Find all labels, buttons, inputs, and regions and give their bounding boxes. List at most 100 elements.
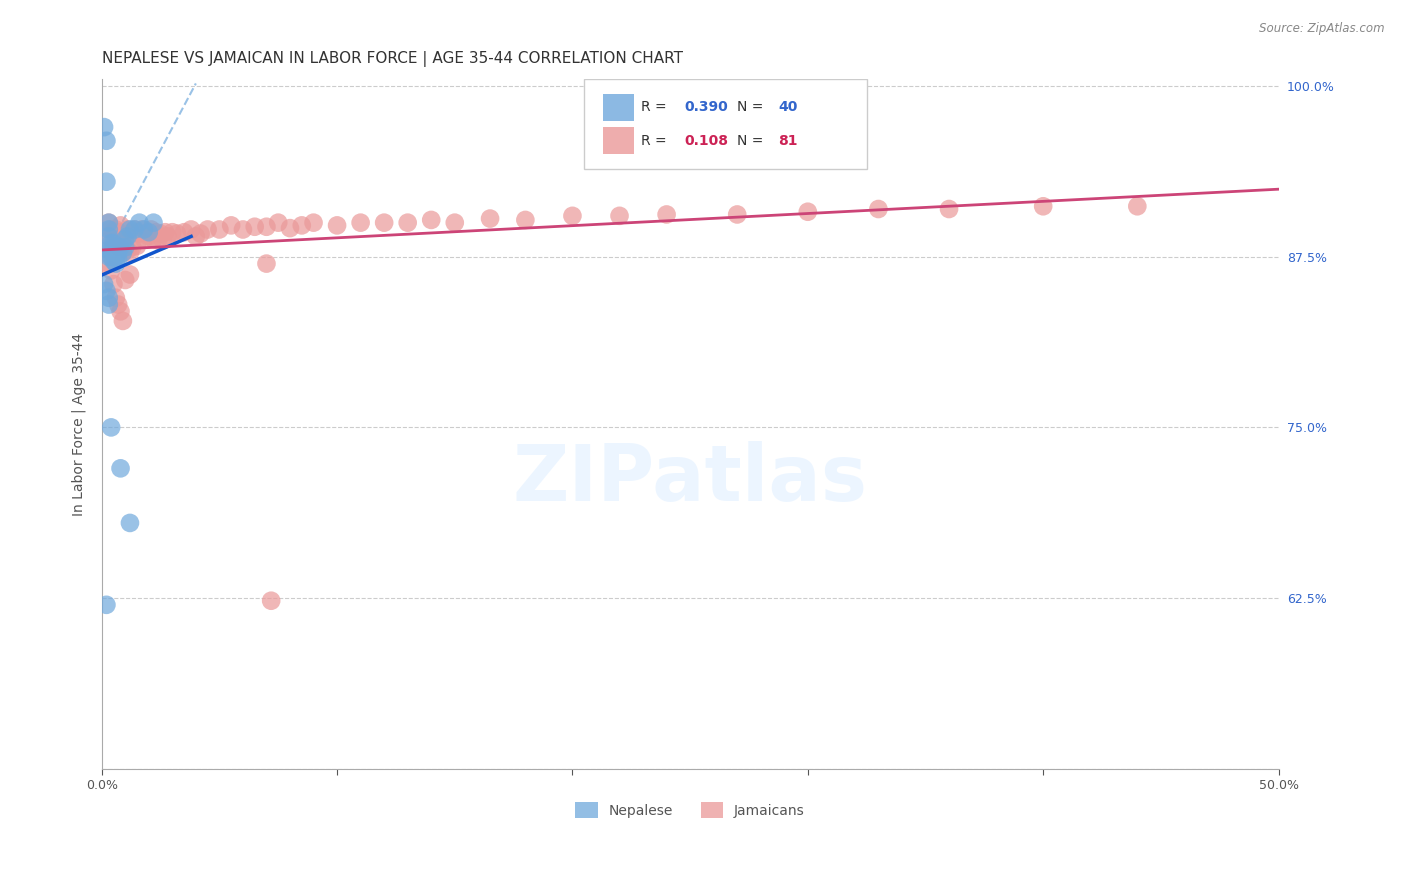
Point: [104, 240, 127, 254]
Point: [1126, 199, 1149, 213]
Point: [142, 232, 165, 246]
Point: [443, 216, 465, 230]
Point: [103, 236, 125, 251]
Point: [111, 245, 134, 260]
Point: [219, 219, 242, 233]
Point: [97, 222, 120, 236]
Point: [117, 243, 139, 257]
Point: [104, 291, 127, 305]
Point: [100, 243, 122, 257]
Point: [132, 232, 155, 246]
Point: [131, 222, 153, 236]
Point: [114, 229, 136, 244]
Point: [104, 257, 127, 271]
Point: [267, 216, 290, 230]
Point: [349, 216, 371, 230]
Point: [121, 240, 143, 254]
Point: [145, 225, 167, 239]
Point: [373, 216, 395, 230]
Point: [107, 225, 129, 239]
Point: [96, 598, 118, 612]
Point: [110, 461, 132, 475]
Point: [561, 209, 583, 223]
Point: [107, 297, 129, 311]
Legend: Nepalese, Jamaicans: Nepalese, Jamaicans: [569, 797, 810, 823]
Point: [155, 225, 177, 239]
Point: [278, 221, 301, 235]
Point: [326, 219, 349, 233]
Point: [142, 216, 165, 230]
Point: [107, 240, 129, 254]
Point: [260, 593, 283, 607]
Text: N =: N =: [737, 134, 768, 148]
Text: NEPALESE VS JAMAICAN IN LABOR FORCE | AGE 35-44 CORRELATION CHART: NEPALESE VS JAMAICAN IN LABOR FORCE | AG…: [101, 51, 683, 67]
Point: [609, 209, 631, 223]
Point: [100, 222, 122, 236]
Point: [118, 268, 141, 282]
Point: [291, 219, 314, 233]
Point: [125, 239, 148, 253]
Point: [128, 216, 150, 230]
Point: [139, 222, 162, 236]
Point: [110, 239, 132, 253]
Point: [396, 216, 419, 230]
Point: [180, 222, 202, 236]
Point: [197, 222, 219, 236]
Point: [103, 243, 125, 257]
Point: [97, 243, 120, 257]
Point: [100, 263, 122, 277]
Point: [103, 225, 125, 239]
Point: [103, 253, 125, 268]
Point: [103, 277, 125, 291]
Point: [515, 213, 537, 227]
Point: [655, 207, 678, 221]
Point: [232, 222, 254, 236]
Point: [256, 257, 278, 271]
Point: [156, 229, 179, 244]
Point: [208, 222, 231, 236]
Point: [121, 225, 143, 239]
Text: R =: R =: [641, 134, 671, 148]
Point: [302, 216, 325, 230]
Point: [118, 227, 141, 241]
Point: [97, 297, 120, 311]
Point: [104, 222, 127, 236]
Point: [104, 245, 127, 260]
Text: 0.390: 0.390: [685, 101, 728, 114]
Point: [97, 229, 120, 244]
Point: [725, 207, 748, 221]
Point: [114, 273, 136, 287]
Point: [110, 240, 132, 254]
Point: [1032, 199, 1054, 213]
Point: [97, 291, 120, 305]
Point: [93, 277, 115, 291]
Point: [114, 240, 136, 254]
Point: [114, 240, 136, 254]
Point: [104, 234, 127, 248]
Text: 40: 40: [779, 101, 797, 114]
Point: [138, 225, 160, 239]
FancyBboxPatch shape: [603, 94, 634, 121]
Point: [128, 227, 150, 241]
Point: [479, 211, 502, 226]
Point: [111, 232, 134, 246]
Point: [111, 314, 134, 328]
Point: [110, 219, 132, 233]
Point: [114, 232, 136, 246]
Text: Source: ZipAtlas.com: Source: ZipAtlas.com: [1260, 22, 1385, 36]
Point: [107, 252, 129, 267]
Point: [117, 229, 139, 244]
Point: [149, 227, 172, 241]
Point: [162, 225, 184, 239]
Point: [118, 516, 141, 530]
Point: [107, 245, 129, 260]
Point: [103, 239, 125, 253]
Point: [184, 229, 207, 244]
Point: [96, 175, 118, 189]
Point: [138, 229, 160, 244]
Point: [100, 236, 122, 251]
Point: [166, 227, 188, 241]
Point: [797, 204, 820, 219]
Point: [103, 245, 125, 260]
Point: [124, 222, 146, 236]
